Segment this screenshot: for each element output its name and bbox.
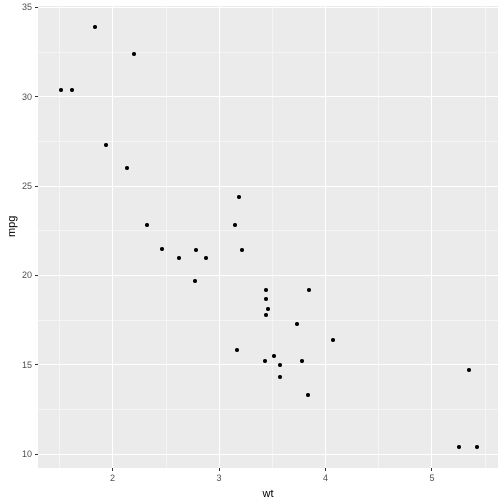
y-tick-mark xyxy=(35,275,38,276)
grid-major-v xyxy=(219,6,220,468)
x-tick-label: 5 xyxy=(429,473,434,483)
plot-panel xyxy=(38,6,498,468)
y-tick-label: 15 xyxy=(22,360,32,370)
y-tick-label: 10 xyxy=(22,449,32,459)
grid-major-h xyxy=(38,96,498,97)
data-point xyxy=(240,248,244,252)
data-point xyxy=(70,88,74,92)
data-point xyxy=(235,348,239,352)
grid-major-v xyxy=(431,6,432,468)
y-tick-label: 35 xyxy=(22,2,32,12)
grid-major-h xyxy=(38,186,498,187)
data-point xyxy=(93,25,97,29)
data-point xyxy=(331,338,335,342)
grid-minor-v xyxy=(378,6,379,468)
data-point xyxy=(104,143,108,147)
y-tick-label: 30 xyxy=(22,92,32,102)
data-point xyxy=(295,322,299,326)
data-point xyxy=(307,288,311,292)
y-tick-mark xyxy=(35,454,38,455)
data-point xyxy=(300,359,304,363)
y-tick-label: 25 xyxy=(22,181,32,191)
grid-minor-h xyxy=(38,52,498,53)
data-point xyxy=(278,375,282,379)
y-tick-label: 20 xyxy=(22,270,32,280)
grid-minor-v xyxy=(485,6,486,468)
data-point xyxy=(272,354,276,358)
x-tick-mark xyxy=(112,468,113,471)
grid-major-v xyxy=(325,6,326,468)
data-point xyxy=(475,445,479,449)
data-point xyxy=(193,279,197,283)
data-point xyxy=(145,223,149,227)
grid-minor-h xyxy=(38,409,498,410)
grid-major-h xyxy=(38,364,498,365)
x-tick-mark xyxy=(325,468,326,471)
grid-minor-h xyxy=(38,141,498,142)
y-tick-mark xyxy=(35,96,38,97)
grid-major-h xyxy=(38,454,498,455)
data-point xyxy=(132,52,136,56)
x-tick-label: 4 xyxy=(323,473,328,483)
data-point xyxy=(194,248,198,252)
data-point xyxy=(266,307,270,311)
grid-minor-h xyxy=(38,230,498,231)
y-tick-mark xyxy=(35,186,38,187)
data-point xyxy=(177,256,181,260)
grid-minor-v xyxy=(166,6,167,468)
data-point xyxy=(264,288,268,292)
data-point xyxy=(278,363,282,367)
y-axis-title: mpg xyxy=(6,216,18,237)
grid-minor-h xyxy=(38,320,498,321)
data-point xyxy=(467,368,471,372)
grid-major-h xyxy=(38,7,498,8)
data-point xyxy=(160,247,164,251)
data-point xyxy=(306,393,310,397)
x-tick-mark xyxy=(219,468,220,471)
data-point xyxy=(263,359,267,363)
data-point xyxy=(233,223,237,227)
data-point xyxy=(264,297,268,301)
data-point xyxy=(59,88,63,92)
data-point xyxy=(204,256,208,260)
grid-major-v xyxy=(112,6,113,468)
grid-minor-v xyxy=(272,6,273,468)
y-tick-mark xyxy=(35,7,38,8)
y-tick-mark xyxy=(35,364,38,365)
x-tick-label: 3 xyxy=(217,473,222,483)
data-point xyxy=(125,166,129,170)
data-point xyxy=(237,195,241,199)
data-point xyxy=(264,313,268,317)
x-tick-label: 2 xyxy=(110,473,115,483)
scatter-chart: 2 3 4 5 10 15 20 25 30 35 wt mpg xyxy=(0,0,504,504)
grid-major-h xyxy=(38,275,498,276)
x-tick-mark xyxy=(431,468,432,471)
x-axis-title: wt xyxy=(263,488,274,500)
grid-minor-v xyxy=(59,6,60,468)
data-point xyxy=(457,445,461,449)
